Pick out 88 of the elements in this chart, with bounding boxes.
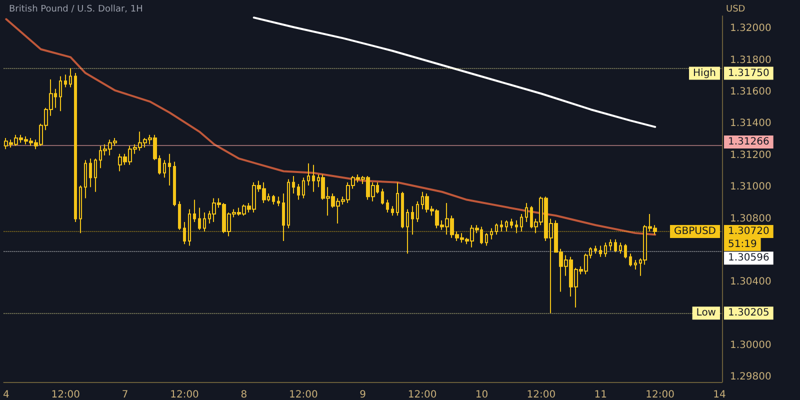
candlestick [74,72,77,222]
candlestick [396,182,399,216]
ref-line-label: 1.31750 [728,68,770,79]
candlestick [198,207,201,230]
candlestick [515,220,518,234]
candlestick [183,221,186,245]
candlestick [188,208,191,246]
candlestick [173,161,176,207]
annotation: Low [696,308,716,319]
y-tick-label: 1.30800 [730,213,772,224]
x-tick-label: 12:00 [646,390,674,400]
candlestick [634,260,637,270]
annotation: High [693,68,716,79]
ref-line-label: 1.30205 [728,308,770,319]
y-tick-label: 1.31200 [730,150,772,161]
y-tick-label: 1.30400 [730,276,772,288]
ref-line-label: 1.30720 [728,226,770,237]
candlestick [69,68,72,88]
y-tick-label: 1.31400 [730,118,772,130]
candlestick [79,185,82,234]
x-tick-label: 12:00 [408,390,437,400]
candlestick [510,218,513,229]
candlestick [505,220,508,232]
x-tick-label: 14 [713,390,726,400]
annotation: GBPUSD [674,226,716,237]
candlestick [599,245,602,258]
candlestick [64,74,67,88]
candlestick [386,199,389,213]
candlestick [500,220,503,232]
ref-line-label: 1.30596 [728,252,770,264]
chart-title: British Pound / U.S. Dollar, 1H [9,4,143,14]
candlestick [302,177,305,199]
x-tick-label: 4 [2,390,10,400]
candlestick [614,238,617,253]
candlestick [312,164,315,192]
candlestick [490,228,493,240]
x-tick-label: 9 [360,390,366,400]
y-tick-label: 1.32000 [730,23,772,34]
candlestick [272,194,275,206]
x-tick-label: 12:00 [288,390,318,400]
x-tick-label: 10 [475,390,488,400]
x-tick-label: 12:00 [170,390,199,400]
candlestick [609,238,612,251]
candlestick [203,212,206,232]
candlestick [163,160,166,178]
candlestick [401,191,404,229]
x-tick-label: 11 [594,390,607,400]
candlestick [624,244,627,259]
candlestick [307,162,310,186]
line-series [5,18,656,236]
candlestick [391,206,394,216]
candlestick [629,253,632,267]
candlestick [287,178,290,229]
candlestick [381,188,384,206]
candlestick [178,200,181,230]
candlestick [495,223,498,236]
y-tick-label: 1.31600 [730,86,772,98]
candlestick [59,76,62,112]
y-tick-label: 1.30000 [730,340,772,352]
candlestick [84,160,87,199]
candlestick [168,153,171,186]
candlestick [282,192,285,242]
candlestick [292,176,295,194]
x-tick-label: 8 [240,390,248,400]
line-series [252,16,656,128]
y-tick-label: 1.31800 [730,54,772,66]
candlestick [277,196,280,207]
candlestick [193,199,196,222]
y-tick-label: 1.29800 [730,372,772,383]
x-tick-label: 7 [122,390,128,400]
candlestick [604,242,607,258]
candlestick [94,158,97,192]
candlestick [619,242,622,254]
candlestick [485,232,488,246]
ref-line-label: 1.31266 [728,136,770,148]
y-tick-label: 1.31000 [730,182,772,193]
text: 51:19 [728,238,757,250]
candlestick [525,202,528,222]
candlestick [89,158,92,188]
candlestick [416,200,419,222]
candlestick [406,208,409,254]
candlestick [594,245,597,254]
y-axis-title: USD [726,4,746,14]
candlestick [297,183,300,200]
candlestick [520,214,523,232]
x-tick-label: 12:00 [51,390,80,400]
x-tick-label: 12:00 [526,390,556,400]
candlestick [411,206,414,236]
